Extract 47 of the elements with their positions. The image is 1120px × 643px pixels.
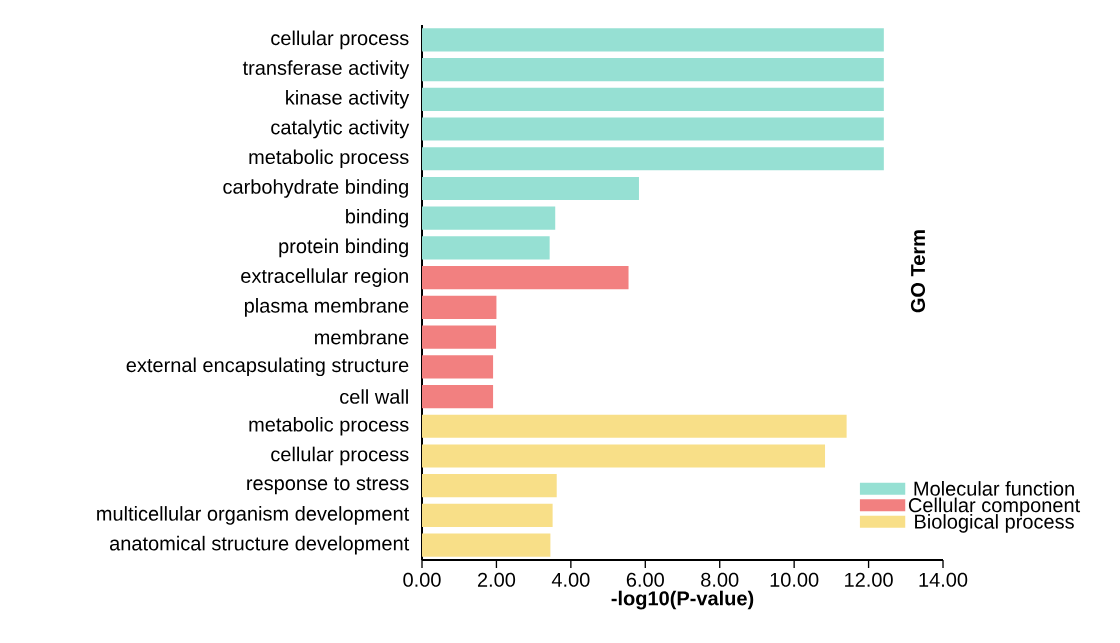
x-tick-label: 0.00 (403, 572, 441, 587)
bar (422, 295, 497, 319)
y-tick-label: kinase activity (286, 89, 410, 109)
bar (422, 384, 494, 409)
y-tick-label: carbohydrate binding (223, 179, 408, 198)
x-tick-label: 10.00 (770, 572, 819, 587)
legend-label: Molecular function (914, 481, 1074, 496)
bar (422, 236, 550, 260)
bar (422, 266, 629, 290)
y-tick-label: anatomical structure development (109, 535, 410, 555)
y-tick-label: catalytic activity (271, 119, 410, 139)
x-tick-label: 12.00 (845, 572, 893, 587)
x-axis-title: -log10(P-value) (611, 590, 754, 610)
y-tick-label: plasma membrane (244, 298, 409, 317)
bar (422, 117, 884, 141)
y-tick-label: cell wall (340, 389, 408, 404)
bar (422, 474, 557, 498)
y-tick-label: metabolic process (249, 149, 409, 169)
bar (422, 87, 884, 111)
x-tick-label: 8.00 (701, 572, 739, 587)
bar (422, 28, 884, 52)
y-tick-label: metabolic process (249, 416, 409, 436)
x-tick-label: 6.00 (626, 572, 664, 587)
y-axis-title: GO Term (910, 230, 926, 313)
y-tick-label: extracellular region (241, 268, 408, 287)
bar (422, 414, 847, 438)
bar (422, 533, 551, 557)
y-tick-label: multicellular organism development (97, 506, 410, 525)
bar (422, 325, 497, 349)
bar (422, 206, 556, 230)
bar (422, 147, 884, 171)
x-tick-label: 4.00 (551, 572, 590, 587)
bar (422, 176, 639, 201)
y-tick-label: response to stress (247, 477, 409, 495)
x-tick-label: 2.00 (477, 572, 516, 587)
y-tick-label: membrane (315, 329, 409, 345)
bar (422, 58, 884, 82)
y-tick-label: cellular process (271, 30, 409, 50)
y-tick-label: protein binding (279, 238, 408, 258)
bar (422, 503, 553, 528)
x-tick-label: 14.00 (919, 572, 968, 587)
y-tick-label: cellular process (271, 446, 409, 466)
y-tick-label: external encapsulating structure (126, 357, 409, 377)
y-tick-label: binding (346, 208, 408, 228)
bar (422, 355, 494, 379)
y-tick-label: transferase activity (242, 60, 410, 79)
bar (422, 444, 826, 468)
